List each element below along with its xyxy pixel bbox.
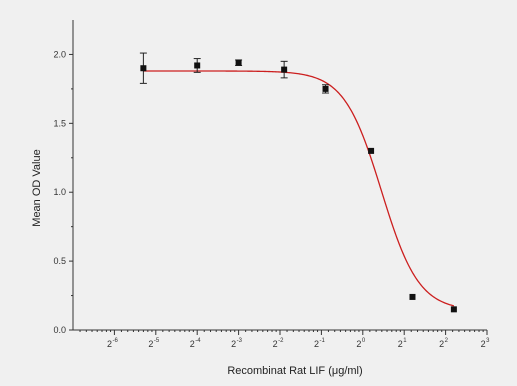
data-point — [322, 84, 330, 94]
x-tick-label: 23 — [481, 338, 491, 349]
x-tick-label: 2-1 — [314, 338, 326, 349]
point-marker — [450, 306, 457, 313]
x-tick-label: 20 — [356, 338, 366, 349]
point-marker — [409, 293, 416, 300]
data-point — [368, 147, 375, 154]
data-point — [235, 59, 243, 66]
y-axis-label: Mean OD Value — [31, 149, 43, 226]
point-marker — [140, 65, 147, 72]
point-marker — [368, 147, 375, 154]
axes — [72, 20, 487, 331]
y-tick-label: 1.5 — [53, 118, 66, 128]
x-tick-label: 2-6 — [107, 338, 119, 349]
x-tick-label: 2-4 — [190, 338, 202, 349]
data-point — [139, 52, 147, 84]
x-tick-label: 2-3 — [231, 338, 243, 349]
fit-curve — [143, 70, 455, 307]
point-marker — [194, 62, 201, 69]
data-point — [280, 60, 288, 79]
point-marker — [235, 59, 242, 66]
x-tick-label: 21 — [398, 338, 408, 349]
y-tick-label: 0.5 — [53, 256, 66, 266]
data-point — [409, 293, 416, 300]
y-tick-label: 1.0 — [53, 187, 66, 197]
x-ticks: 2-6 2-5 2-4 2-3 2-2 2-1 20 21 22 23 — [79, 330, 491, 349]
data-point — [193, 58, 201, 73]
y-tick-label: 2.0 — [53, 49, 66, 59]
x-tick-label: 2-2 — [273, 338, 285, 349]
data-points — [139, 52, 457, 313]
point-marker — [281, 66, 288, 73]
x-tick-label: 2-5 — [148, 338, 160, 349]
x-tick-label: 22 — [439, 338, 449, 349]
point-marker — [322, 85, 329, 92]
data-point — [450, 306, 457, 313]
y-tick-label: 0.0 — [53, 325, 66, 335]
x-axis-label: Recombinat Rat LIF (μg/ml) — [227, 365, 362, 377]
y-ticks: 0.0 0.5 1.0 1.5 2.0 — [53, 49, 73, 335]
